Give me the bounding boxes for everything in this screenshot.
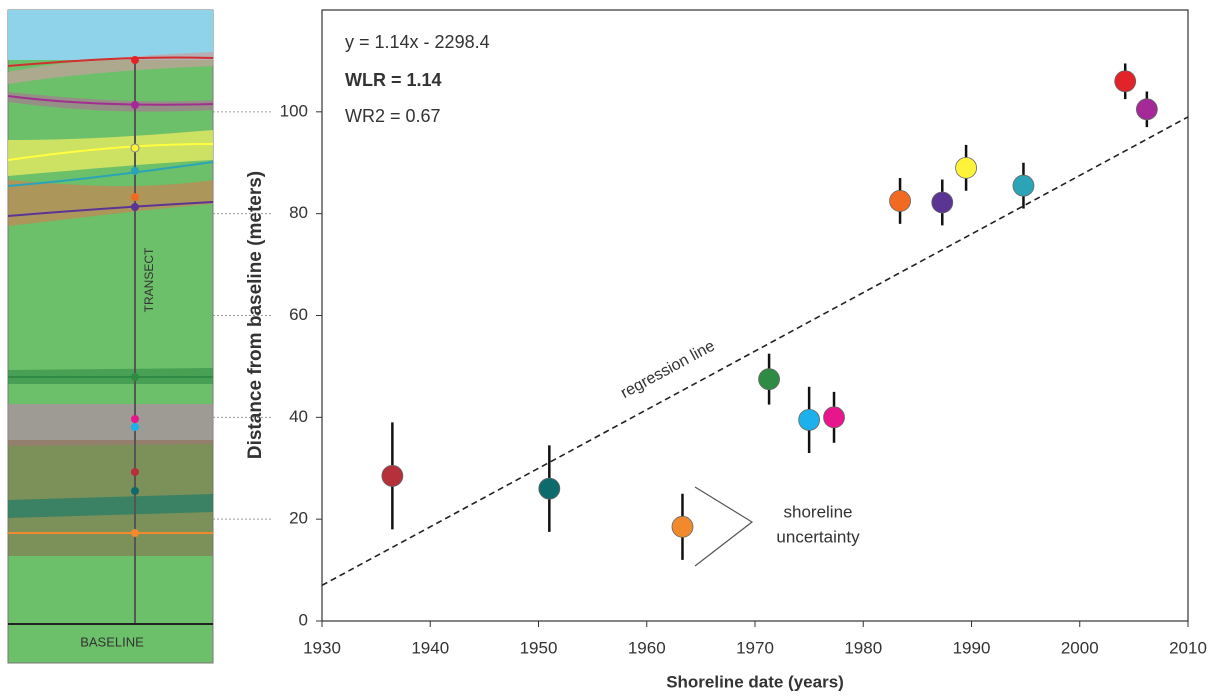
point xyxy=(381,464,404,487)
point xyxy=(538,477,561,500)
y-tick-label: 20 xyxy=(289,509,308,528)
regression-line xyxy=(321,116,1189,587)
band xyxy=(8,130,213,176)
band xyxy=(8,404,213,446)
x-tick-label: 1980 xyxy=(844,638,882,657)
shoreline xyxy=(7,201,214,217)
x-axis-label: Shoreline date (years) xyxy=(666,672,844,691)
regression-label: regression line xyxy=(618,337,718,402)
y-tick-label: 80 xyxy=(289,203,308,222)
point xyxy=(889,190,911,212)
y-tick-label: 40 xyxy=(289,407,308,426)
dot xyxy=(131,487,139,495)
transect-label: TRANSECT xyxy=(142,247,156,312)
wr2-label: WR2 = 0.67 xyxy=(345,106,441,126)
x-tick-label: 1950 xyxy=(520,638,558,657)
x-tick-label: 1970 xyxy=(736,638,774,657)
dot xyxy=(131,415,139,423)
dot xyxy=(131,529,139,537)
dot xyxy=(130,143,140,153)
x-tick-label: 2010 xyxy=(1169,638,1207,657)
panel-dots xyxy=(130,56,140,537)
band xyxy=(8,180,213,226)
dot xyxy=(131,56,139,64)
point xyxy=(1135,98,1158,121)
shoreline xyxy=(7,95,214,106)
point xyxy=(955,156,977,179)
dot xyxy=(131,373,139,381)
shoreline xyxy=(7,56,214,67)
band xyxy=(8,52,213,84)
point xyxy=(1012,174,1035,197)
dot xyxy=(131,423,139,431)
dot xyxy=(131,101,139,109)
transect-panel: TRANSECT BASELINE xyxy=(7,9,214,664)
dot xyxy=(131,468,139,476)
y-tick-label: 60 xyxy=(289,305,308,324)
point xyxy=(823,406,845,429)
dot xyxy=(131,203,139,211)
x-tick-label: 1940 xyxy=(411,638,449,657)
x-tick-label: 1990 xyxy=(953,638,991,657)
band xyxy=(8,92,213,112)
baseline-label: BASELINE xyxy=(80,634,144,649)
shoreline xyxy=(7,143,214,161)
shoreline xyxy=(7,161,214,187)
point xyxy=(671,515,694,538)
wlr-label: WLR = 1.14 xyxy=(345,70,442,90)
x-tick-label: 2000 xyxy=(1061,638,1099,657)
point xyxy=(1114,70,1137,93)
y-tick-label: 0 xyxy=(299,610,308,629)
uncertainty-label: shoreline xyxy=(784,502,853,521)
point xyxy=(798,408,821,431)
band xyxy=(8,494,213,518)
x-tick-label: 1960 xyxy=(628,638,666,657)
equation: y = 1.14x - 2298.4 xyxy=(345,32,490,52)
point xyxy=(758,368,780,391)
y-axis-label: Distance from baseline (meters) xyxy=(245,171,266,459)
uncertainty-label: uncertainty xyxy=(776,527,860,546)
uncertainty-bracket xyxy=(694,486,754,567)
x-tick-label: 1930 xyxy=(303,638,341,657)
point xyxy=(931,191,954,214)
dot xyxy=(131,193,139,201)
sky xyxy=(8,10,213,60)
plot-frame xyxy=(321,9,1189,622)
dot xyxy=(131,167,139,175)
y-tick-label: 100 xyxy=(280,101,308,120)
